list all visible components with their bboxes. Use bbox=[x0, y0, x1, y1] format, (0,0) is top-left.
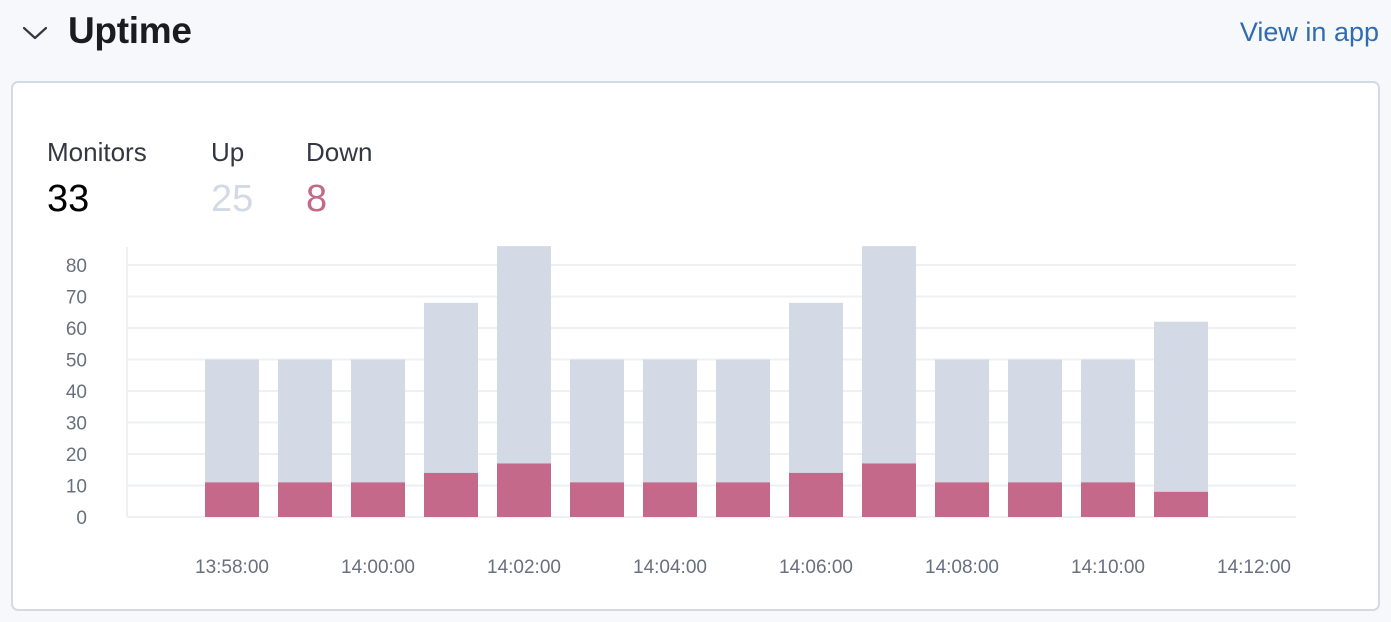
bar-down-segment bbox=[789, 472, 843, 517]
bar-up-segment bbox=[351, 359, 405, 483]
bar-up-segment bbox=[278, 359, 332, 483]
bar-down-segment bbox=[1081, 482, 1135, 517]
bar-up-segment bbox=[862, 246, 916, 464]
histogram-bar[interactable] bbox=[1081, 359, 1135, 518]
bar-up-segment bbox=[716, 359, 770, 483]
histogram-bar[interactable] bbox=[205, 359, 259, 518]
stat-monitors: Monitors 33 bbox=[47, 137, 147, 221]
view-in-app-link[interactable]: View in app bbox=[1239, 17, 1379, 47]
stat-monitors-value: 33 bbox=[47, 178, 90, 220]
bar-down-segment bbox=[570, 482, 624, 517]
stat-down: Down 8 bbox=[306, 137, 372, 221]
chevron-down-icon[interactable] bbox=[22, 24, 48, 42]
bar-down-segment bbox=[1154, 491, 1208, 517]
uptime-panel: Monitors 33 Up 25 Down 8 bbox=[11, 81, 1380, 611]
section-title: Uptime bbox=[68, 10, 192, 51]
histogram-bar[interactable] bbox=[935, 359, 989, 518]
histogram-bar[interactable] bbox=[570, 359, 624, 518]
bar-down-segment bbox=[862, 463, 916, 517]
bar-down-segment bbox=[424, 472, 478, 517]
stat-up: Up 25 bbox=[211, 137, 253, 221]
bar-up-segment bbox=[643, 359, 697, 483]
bar-up-segment bbox=[424, 302, 478, 473]
stat-up-value: 25 bbox=[211, 178, 254, 220]
bar-down-segment bbox=[351, 482, 405, 517]
histogram-bar[interactable] bbox=[862, 246, 916, 517]
bar-down-segment bbox=[716, 482, 770, 517]
bar-down-segment bbox=[643, 482, 697, 517]
histogram-bar[interactable] bbox=[716, 359, 770, 518]
histogram-bar[interactable] bbox=[497, 246, 551, 517]
bar-up-segment bbox=[497, 246, 551, 464]
histogram-bar[interactable] bbox=[643, 359, 697, 518]
bar-up-segment bbox=[1154, 321, 1208, 492]
bar-down-segment bbox=[935, 482, 989, 517]
stat-down-value: 8 bbox=[306, 178, 328, 220]
histogram-bar[interactable] bbox=[1154, 321, 1208, 517]
bar-up-segment bbox=[1008, 359, 1062, 483]
histogram-bar[interactable] bbox=[351, 359, 405, 518]
bar-up-segment bbox=[205, 359, 259, 483]
histogram-bar[interactable] bbox=[278, 359, 332, 518]
stat-down-label: Down bbox=[306, 137, 373, 167]
bar-down-segment bbox=[205, 482, 259, 517]
bar-up-segment bbox=[789, 302, 843, 473]
bar-up-segment bbox=[1081, 359, 1135, 483]
bar-up-segment bbox=[570, 359, 624, 483]
bar-down-segment bbox=[497, 463, 551, 517]
stat-monitors-label: Monitors bbox=[47, 137, 147, 167]
section-header: Uptime View in app bbox=[0, 0, 1391, 70]
bar-down-segment bbox=[278, 482, 332, 517]
histogram-bar[interactable] bbox=[1008, 359, 1062, 518]
bar-down-segment bbox=[1008, 482, 1062, 517]
bar-up-segment bbox=[935, 359, 989, 483]
histogram-bar[interactable] bbox=[789, 302, 843, 517]
stat-up-label: Up bbox=[211, 137, 245, 167]
histogram-bar[interactable] bbox=[424, 302, 478, 517]
